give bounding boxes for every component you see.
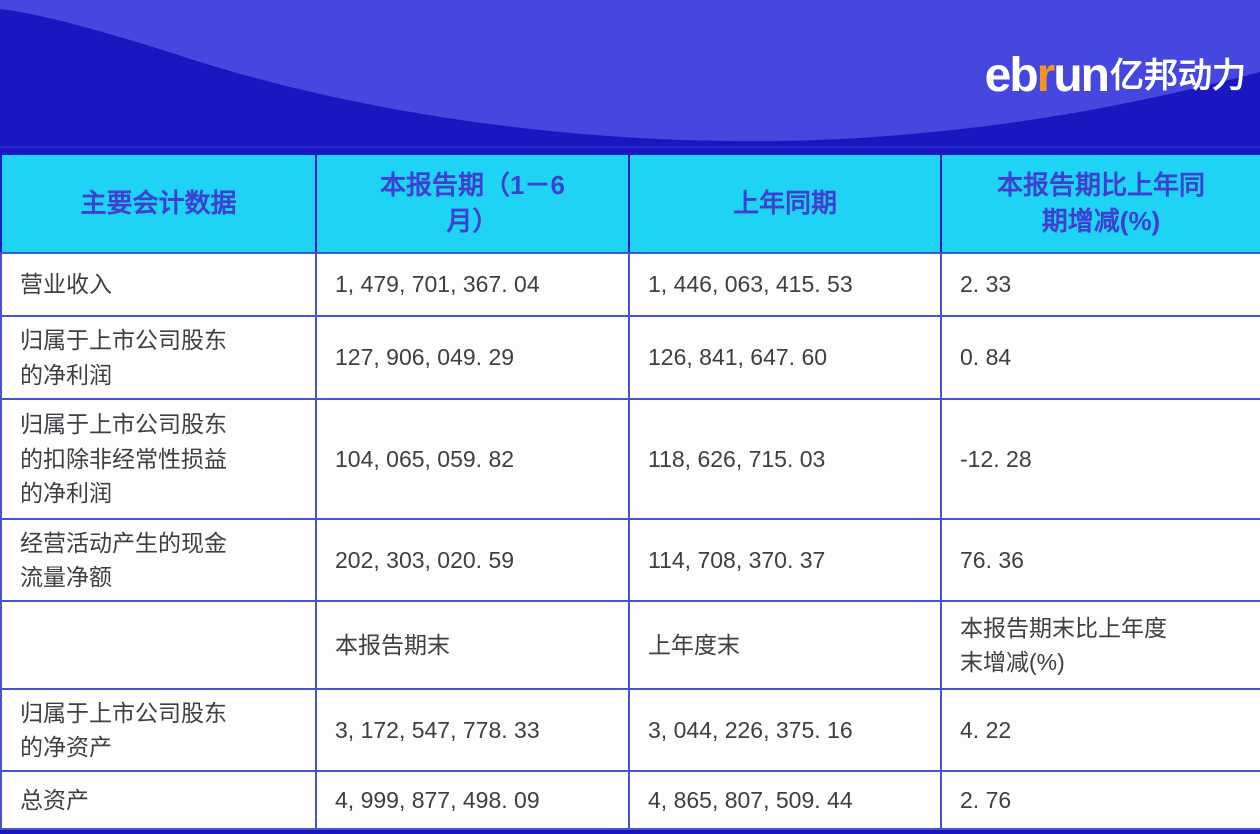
row-current-value: 3, 172, 547, 778. 33 xyxy=(315,688,630,772)
table-row-operating-revenue: 营业收入 1, 479, 701, 367. 04 1, 446, 063, 4… xyxy=(0,252,1260,317)
table-header-row: 主要会计数据 本报告期（1－6 月） 上年同期 本报告期比上年同 期增减(%) xyxy=(0,153,1260,254)
row-current-value: 127, 906, 049. 29 xyxy=(315,315,630,400)
table-row-net-profit-excl-nonrecurring: 归属于上市公司股东 的扣除非经常性损益 的净利润 104, 065, 059. … xyxy=(0,398,1260,520)
row-change-value: 2. 33 xyxy=(940,252,1260,317)
row-prior-value: 126, 841, 647. 60 xyxy=(628,315,942,400)
row-current-value: 1, 479, 701, 367. 04 xyxy=(315,252,630,317)
table-subheader-row-period-end: 本报告期末 上年度末 本报告期末比上年度 末增减(%) xyxy=(0,600,1260,690)
table-row-net-profit: 归属于上市公司股东 的净利润 127, 906, 049. 29 126, 84… xyxy=(0,315,1260,400)
row-prior-value: 118, 626, 715. 03 xyxy=(628,398,942,520)
row-prior-value: 4, 865, 807, 509. 44 xyxy=(628,770,942,830)
logo-text-r-accent: r xyxy=(1036,49,1056,102)
row-prior-value: 1, 446, 063, 415. 53 xyxy=(628,252,942,317)
row-label: 营业收入 xyxy=(0,252,317,317)
row-current-value: 202, 303, 020. 59 xyxy=(315,518,630,602)
table-row-total-assets: 总资产 4, 999, 877, 498. 09 4, 865, 807, 50… xyxy=(0,770,1260,830)
ebrun-logo-chinese: 亿邦动力 xyxy=(1110,57,1246,95)
header-main-accounting-data: 主要会计数据 xyxy=(0,153,317,254)
header-banner: ebrun 亿邦动力 xyxy=(0,0,1260,153)
financial-data-table: 主要会计数据 本报告期（1－6 月） 上年同期 本报告期比上年同 期增减(%) … xyxy=(0,153,1260,830)
logo-text-eb: eb xyxy=(984,49,1039,102)
subheader-current-period-end: 本报告期末 xyxy=(315,600,630,690)
row-change-value: 0. 84 xyxy=(940,315,1260,400)
row-label: 归属于上市公司股东 的扣除非经常性损益 的净利润 xyxy=(0,398,317,520)
table-row-net-assets: 归属于上市公司股东 的净资产 3, 172, 547, 778. 33 3, 0… xyxy=(0,688,1260,772)
row-change-value: 2. 76 xyxy=(940,770,1260,830)
row-change-value: 76. 36 xyxy=(940,518,1260,602)
row-label: 归属于上市公司股东 的净资产 xyxy=(0,688,317,772)
ebrun-logo-wordmark: ebrun xyxy=(984,49,1110,102)
row-current-value: 104, 065, 059. 82 xyxy=(315,398,630,520)
header-prior-period: 上年同期 xyxy=(628,153,942,254)
table-row-operating-cash-flow: 经营活动产生的现金 流量净额 202, 303, 020. 59 114, 70… xyxy=(0,518,1260,602)
row-label-empty xyxy=(0,600,317,690)
subheader-prior-year-end: 上年度末 xyxy=(628,600,942,690)
row-current-value: 4, 999, 877, 498. 09 xyxy=(315,770,630,830)
ebrun-logo: ebrun 亿邦动力 xyxy=(985,52,1246,100)
header-change-pct: 本报告期比上年同 期增减(%) xyxy=(940,153,1260,254)
banner-wave xyxy=(0,0,1260,148)
row-change-value: 4. 22 xyxy=(940,688,1260,772)
logo-text-un: un xyxy=(1053,49,1110,102)
row-label: 总资产 xyxy=(0,770,317,830)
header-current-period: 本报告期（1－6 月） xyxy=(315,153,630,254)
subheader-change-pct: 本报告期末比上年度 末增减(%) xyxy=(940,600,1260,690)
row-prior-value: 114, 708, 370. 37 xyxy=(628,518,942,602)
row-change-value: -12. 28 xyxy=(940,398,1260,520)
row-label: 经营活动产生的现金 流量净额 xyxy=(0,518,317,602)
row-prior-value: 3, 044, 226, 375. 16 xyxy=(628,688,942,772)
row-label: 归属于上市公司股东 的净利润 xyxy=(0,315,317,400)
banner-divider xyxy=(0,146,1260,148)
